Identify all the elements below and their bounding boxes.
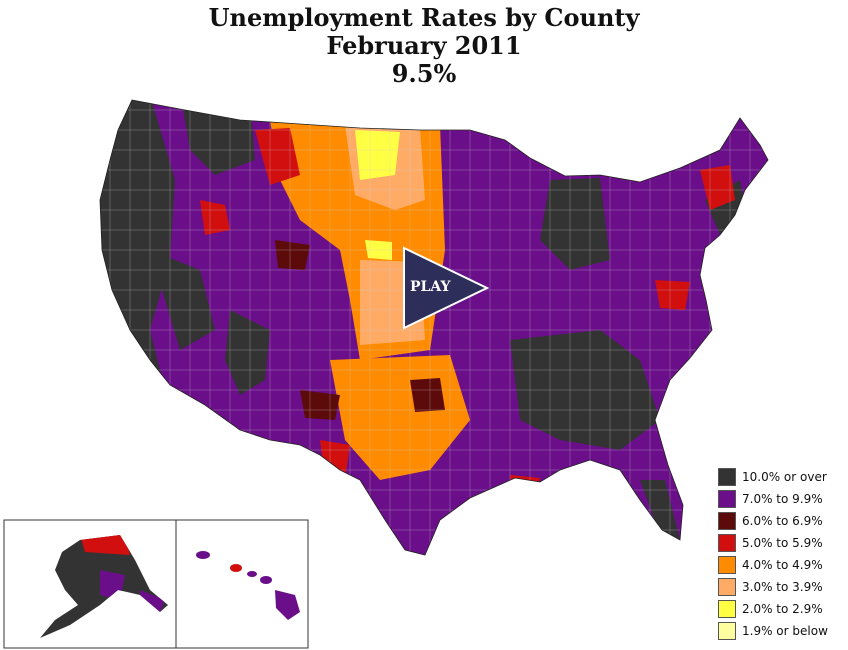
legend-label: 1.9% or below [742,624,828,638]
map-title: Unemployment Rates by County February 20… [0,4,848,88]
legend-label: 4.0% to 4.9% [742,558,823,572]
play-button[interactable] [403,246,487,330]
title-line-3: 9.5% [391,59,457,88]
legend-swatch [718,622,736,640]
legend-label: 10.0% or over [742,470,827,484]
legend-swatch [718,578,736,596]
legend-label: 7.0% to 9.9% [742,492,823,506]
legend-label: 6.0% to 6.9% [742,514,823,528]
hawaii-islands [196,551,300,620]
legend-item: 7.0% to 9.9% [718,488,846,510]
title-line-2: February 2011 [326,31,522,60]
legend-label: 3.0% to 3.9% [742,580,823,594]
title-line-1: Unemployment Rates by County [208,3,640,32]
play-triangle[interactable] [403,246,490,330]
legend-item: 4.0% to 4.9% [718,554,846,576]
legend-swatch [718,468,736,486]
legend-item: 5.0% to 5.9% [718,532,846,554]
legend-item: 10.0% or over [718,466,846,488]
legend-item: 6.0% to 6.9% [718,510,846,532]
legend-item: 3.0% to 3.9% [718,576,846,598]
legend-swatch [718,534,736,552]
legend-item: 1.9% or below [718,620,846,642]
legend-label: 5.0% to 5.9% [742,536,823,550]
hawaii-inset [175,519,309,649]
legend-label: 2.0% to 2.9% [742,602,823,616]
legend-swatch [718,556,736,574]
legend-swatch [718,600,736,618]
legend: 10.0% or over 7.0% to 9.9% 6.0% to 6.9% … [718,466,846,642]
legend-swatch [718,512,736,530]
legend-swatch [718,490,736,508]
legend-item: 2.0% to 2.9% [718,598,846,620]
